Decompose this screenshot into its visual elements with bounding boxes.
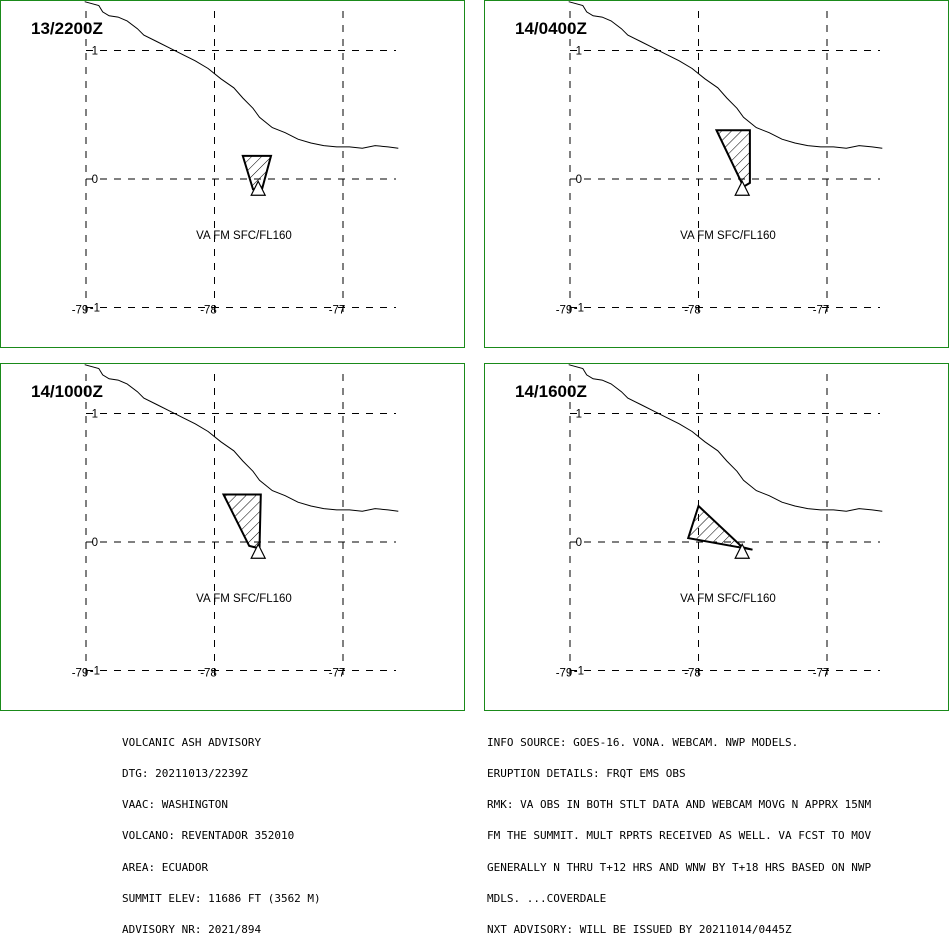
advisory-line: MDLS. ...COVERDALE bbox=[487, 891, 607, 905]
map-panel-1: 1 0 -1 -79 -78 -77 VA FM SFC/FL160 13/2200Z bbox=[0, 0, 465, 348]
lat-tick-label: 0 bbox=[576, 174, 582, 186]
lon-tick-label: -78 bbox=[684, 668, 701, 680]
lat-tick-label: 0 bbox=[576, 537, 582, 549]
ash-cloud-polygon bbox=[221, 493, 262, 550]
va-altitude-label: VA FM SFC/FL160 bbox=[680, 230, 776, 242]
advisory-line: ADVISORY NR: 2021/894 bbox=[122, 923, 262, 937]
map-panel-2: 1 0 -1 -79 -78 -77 VA FM SFC/FL160 14/0400Z bbox=[484, 0, 949, 348]
map-canvas: 1 0 -1-79 -78 -77 VA FM SFC/FL160 bbox=[72, 364, 399, 682]
lat-lon-grid bbox=[569, 374, 880, 682]
lat-tick-label: -1 bbox=[90, 666, 100, 678]
lat-tick-label: 1 bbox=[92, 46, 98, 58]
lon-tick-label: -79 bbox=[72, 668, 89, 680]
advisory-header-block: VOLCANIC ASH ADVISORY DTG: 20211013/2239… bbox=[122, 717, 321, 946]
map-panel-4: 1 0 -1 -79 -78 -77 VA FM SFC/FL160 14/1600Z bbox=[484, 363, 949, 711]
lon-tick-label: -77 bbox=[329, 305, 346, 317]
coastline bbox=[84, 1, 399, 149]
lat-lon-grid bbox=[569, 11, 880, 319]
lon-tick-label: -77 bbox=[813, 305, 830, 317]
lat-tick-label: -1 bbox=[90, 303, 100, 315]
advisory-line: VAAC: WASHINGTON bbox=[122, 798, 228, 812]
lon-tick-label: -78 bbox=[684, 305, 701, 317]
lat-tick-label: -1 bbox=[574, 303, 584, 315]
map-canvas: 1 0 -1-79 -78 -77 VA FM SFC/FL160 bbox=[556, 1, 883, 319]
panel-time-label: 13/2200Z bbox=[31, 19, 103, 38]
volcano-icon bbox=[734, 542, 751, 559]
lon-tick-label: -77 bbox=[813, 668, 830, 680]
coastline bbox=[568, 1, 883, 149]
lon-tick-label: -78 bbox=[200, 668, 217, 680]
volcano-icon bbox=[250, 542, 267, 559]
lat-tick-label: -1 bbox=[574, 666, 584, 678]
advisory-line: RMK: VA OBS IN BOTH STLT DATA AND WEBCAM… bbox=[487, 798, 872, 812]
volcano-icon bbox=[250, 179, 267, 196]
panel-time-label: 14/0400Z bbox=[515, 19, 587, 38]
coastline bbox=[84, 364, 399, 512]
lat-lon-grid bbox=[85, 374, 396, 682]
lon-tick-label: -77 bbox=[329, 668, 346, 680]
advisory-line: FM THE SUMMIT. MULT RPRTS RECEIVED AS WE… bbox=[487, 829, 872, 843]
advisory-line: GENERALLY N THRU T+12 HRS AND WNW BY T+1… bbox=[487, 860, 872, 874]
lat-tick-label: 0 bbox=[92, 174, 98, 186]
panel-time-label: 14/1600Z bbox=[515, 382, 587, 401]
lon-tick-label: -79 bbox=[72, 305, 89, 317]
advisory-line: AREA: ECUADOR bbox=[122, 860, 209, 874]
va-altitude-label: VA FM SFC/FL160 bbox=[196, 593, 292, 605]
lat-tick-label: 0 bbox=[92, 537, 98, 549]
lat-tick-label: 1 bbox=[92, 409, 98, 421]
map-canvas: 1 0 -1-79 -78 -77 VA FM SFC/FL160 bbox=[72, 1, 399, 319]
advisory-line: VOLCANIC ASH ADVISORY bbox=[122, 735, 262, 749]
advisory-line: SUMMIT ELEV: 11686 FT (3562 M) bbox=[122, 891, 321, 905]
advisory-line: ERUPTION DETAILS: FRQT EMS OBS bbox=[487, 767, 686, 781]
advisory-line: INFO SOURCE: GOES-16. VONA. WEBCAM. NWP … bbox=[487, 735, 799, 749]
ash-cloud-polygon bbox=[686, 504, 753, 551]
va-altitude-label: VA FM SFC/FL160 bbox=[680, 593, 776, 605]
advisory-remarks-block: INFO SOURCE: GOES-16. VONA. WEBCAM. NWP … bbox=[487, 717, 871, 946]
advisory-line: DTG: 20211013/2239Z bbox=[122, 767, 248, 781]
map-canvas: 1 0 -1-79 -78 -77 VA FM SFC/FL160 bbox=[556, 364, 883, 682]
lon-tick-label: -79 bbox=[556, 668, 573, 680]
lat-lon-grid bbox=[85, 11, 396, 319]
map-panel-3: 1 0 -1 -79 -78 -77 VA FM SFC/FL160 14/1000Z bbox=[0, 363, 465, 711]
ash-cloud-polygon bbox=[714, 129, 751, 189]
panel-time-label: 14/1000Z bbox=[31, 382, 103, 401]
advisory-line: NXT ADVISORY: WILL BE ISSUED BY 20211014… bbox=[487, 923, 792, 937]
coastline bbox=[568, 364, 883, 512]
volcano-icon bbox=[734, 179, 751, 196]
lon-tick-label: -78 bbox=[200, 305, 217, 317]
lat-tick-label: 1 bbox=[576, 46, 582, 58]
lat-tick-label: 1 bbox=[576, 409, 582, 421]
lon-tick-label: -79 bbox=[556, 305, 573, 317]
va-altitude-label: VA FM SFC/FL160 bbox=[196, 230, 292, 242]
advisory-line: VOLCANO: REVENTADOR 352010 bbox=[122, 829, 295, 843]
